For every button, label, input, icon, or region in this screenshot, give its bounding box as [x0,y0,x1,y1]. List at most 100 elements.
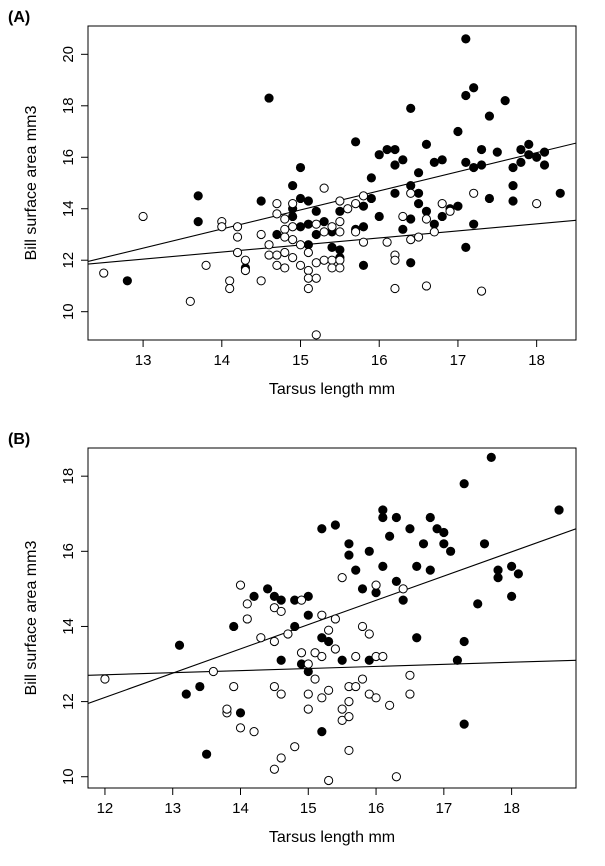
open-point [311,330,321,340]
open-point [310,674,320,684]
filled-point [452,655,462,665]
open-point [371,693,381,703]
open-point [208,666,218,677]
filled-point [303,240,313,250]
open-point [357,674,368,684]
filled-point [303,610,313,620]
filled-point [195,681,205,692]
open-point [319,227,329,237]
y-tick-label: 10 [60,303,77,320]
open-point [280,214,290,224]
filled-point [264,93,274,103]
filled-point [344,550,354,560]
filled-point [344,539,354,549]
filled-point [524,139,534,149]
filled-point [385,531,395,541]
y-tick-label: 16 [60,149,77,166]
open-point [276,606,286,617]
filled-point [366,173,376,183]
open-point [324,625,334,635]
filled-point [425,512,435,523]
y-axis-title: Bill surface area mm3 [23,541,40,696]
filled-point [378,505,388,515]
open-point [358,237,369,247]
filled-point [337,655,347,665]
x-tick-label: 16 [368,800,385,817]
open-point [364,629,374,639]
open-point [391,772,401,782]
filled-point [174,640,185,650]
filled-point [439,527,449,538]
filled-point [539,147,550,157]
open-point [256,633,266,643]
filled-point [276,595,286,605]
filled-point [202,749,212,759]
open-point [406,235,416,245]
filled-point [406,258,416,268]
filled-point [493,573,503,583]
plot-frame [87,25,577,341]
y-tick-label: 18 [60,97,77,114]
y-tick-label: 14 [60,618,77,635]
open-point [357,621,368,632]
filled-point [351,565,361,575]
open-point [335,217,345,227]
open-point [421,281,432,291]
filled-point [235,708,246,718]
open-point [240,255,251,265]
x-tick-label: 15 [300,800,317,817]
filled-point [476,144,487,155]
open-point [296,648,307,658]
open-point [335,227,345,237]
open-point [269,764,279,774]
filled-point [319,217,329,227]
open-point [324,685,334,695]
filled-point [453,201,463,211]
filled-point [508,196,518,206]
x-tick-label: 15 [292,352,309,369]
open-point [280,224,290,234]
filled-point [364,655,374,665]
filled-point [406,214,416,224]
open-point [283,629,293,639]
open-point [319,255,329,265]
open-point [378,651,388,662]
open-point [398,584,408,594]
open-point [288,253,298,263]
filled-point [256,196,266,206]
open-point [364,689,374,699]
filled-point [398,224,408,234]
filled-point [439,539,449,549]
open-point [303,704,313,714]
filled-point [554,505,564,515]
open-point [390,255,400,265]
filled-point [413,198,424,209]
y-tick-label: 20 [60,46,77,63]
x-tick-label: 17 [450,352,467,369]
open-point [290,742,300,752]
filled-point [317,727,327,737]
filled-point [276,655,286,665]
filled-point [181,689,191,699]
open-point [232,232,243,242]
filled-point [269,591,279,601]
filled-point [516,157,526,168]
filled-point [398,595,408,605]
regression-line [88,219,576,265]
open-point [272,198,282,209]
filled-point [421,206,432,216]
regression-line [88,142,576,263]
filled-point [303,196,313,206]
open-point [303,247,313,258]
open-point [280,232,290,242]
open-point [256,276,266,286]
open-point [288,235,298,245]
filled-point [390,160,400,170]
filled-point [507,591,517,601]
x-tick-label: 17 [435,800,452,817]
open-point [185,296,195,306]
open-point [272,260,282,270]
open-point [242,614,252,624]
filled-point [492,147,502,157]
